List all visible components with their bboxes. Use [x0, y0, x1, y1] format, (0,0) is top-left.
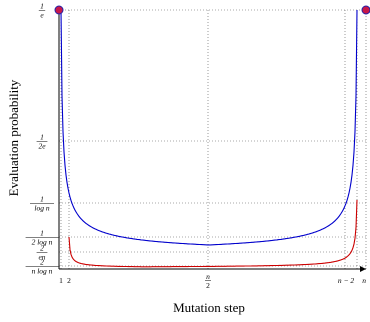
y-tick-num-2: 1 — [40, 195, 44, 204]
x-tick-label-3: n − 2 — [338, 276, 355, 285]
y-tick-num-5: 2 — [40, 258, 44, 267]
y-tick-num-4: 2 — [40, 244, 44, 253]
x-axis-label: Mutation step — [173, 300, 245, 315]
y-tick-den-3: 2 log n — [32, 238, 53, 247]
series-blue-line — [60, 9, 358, 246]
y-tick-den-0: e — [40, 11, 44, 20]
x-tick-text-0: 1 — [59, 276, 63, 285]
axes — [58, 8, 366, 272]
endpoint-marker-1 — [361, 5, 370, 15]
x-tick-text-4: n — [362, 276, 366, 285]
x-tick-den-2: 2 — [206, 281, 210, 290]
y-tick-den-4: en — [38, 253, 45, 262]
x-tick-label-4: n — [362, 276, 366, 285]
endpoint-markers — [54, 5, 370, 15]
series-red-line — [68, 199, 358, 268]
y-tick-label-5: 2n log n — [25, 258, 59, 276]
y-tick-num-3: 1 — [40, 229, 44, 238]
y-axis-label: Evaluation probability — [6, 79, 21, 196]
y-tick-den-1: 2e — [38, 142, 46, 151]
y-tick-num-1: 1 — [40, 133, 44, 142]
y-tick-den-2: log n — [34, 204, 49, 213]
y-tick-label-1: 12e — [36, 133, 48, 151]
x-axis-arrow — [360, 266, 366, 272]
x-tick-label-2: n2 — [205, 272, 211, 290]
y-tick-label-0: 1e — [38, 2, 46, 20]
x-tick-text-1: 2 — [67, 276, 71, 285]
y-tick-label-3: 12 log n — [25, 229, 59, 247]
curves — [60, 9, 358, 268]
y-tick-label-4: 2en — [36, 244, 48, 262]
x-tick-label-0: 1 — [59, 276, 63, 285]
endpoint-marker-0 — [54, 5, 64, 15]
x-tick-label-1: 2 — [67, 276, 71, 285]
x-tick-num-2: n — [206, 272, 210, 281]
y-tick-num-0: 1 — [40, 2, 44, 11]
y-tick-den-5: n log n — [32, 267, 53, 276]
x-tick-text-3: n − 2 — [338, 276, 355, 285]
